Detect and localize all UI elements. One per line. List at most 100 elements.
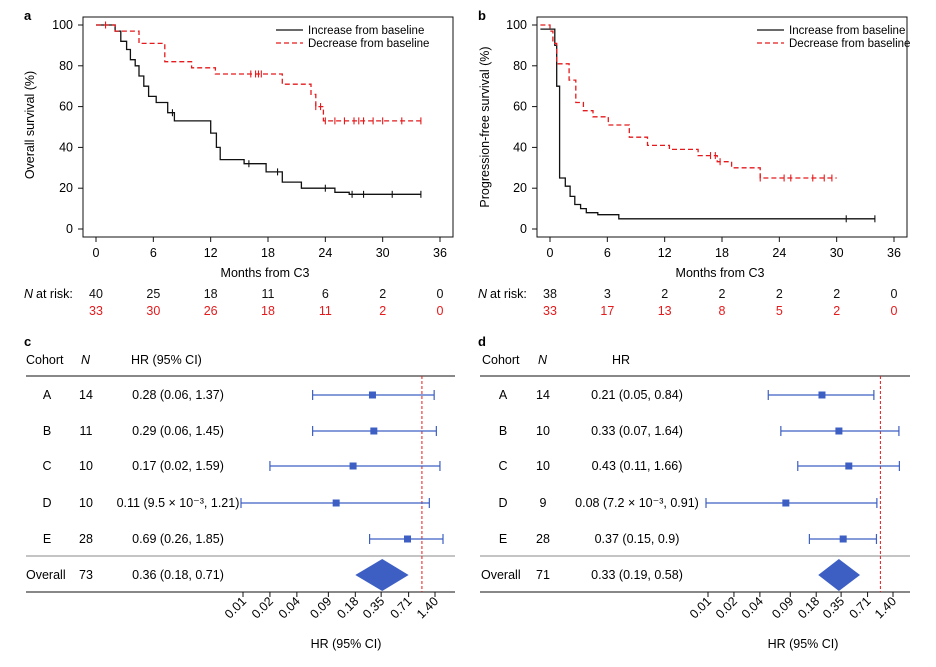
y-tick-label-b-3: 60 [513, 100, 527, 114]
x-tick-label-b-4: 24 [772, 246, 786, 260]
hr-text-d-C: 0.43 (0.11, 1.66) [592, 459, 683, 473]
hr-point-d-A [818, 391, 826, 399]
at-risk-decrease-b-1: 17 [600, 304, 614, 318]
km-curve-decrease-a [96, 24, 421, 122]
y-tick-label-b-0: 0 [520, 222, 527, 236]
x-tick-label-b-2: 12 [658, 246, 672, 260]
hr-point-d-D [782, 499, 790, 507]
x-tick-label-b-3: 18 [715, 246, 729, 260]
legend-label-decrease-b: Decrease from baseline [789, 38, 910, 50]
at-risk-decrease-a-0: 33 [89, 304, 103, 318]
at-risk-decrease-b-5: 2 [833, 304, 840, 318]
panel-letter-d: d [478, 334, 486, 349]
hr-text-c-E: 0.69 (0.26, 1.85) [132, 532, 224, 546]
cohort-label-d-B: B [499, 424, 507, 438]
overall-diamond-d [818, 559, 861, 591]
forest-rows-d: A 14 0.21 (0.05, 0.84) B 10 0.33 (0.07, 1.64)… [481, 376, 900, 621]
hr-text-d-E: 0.37 (0.15, 0.9) [595, 532, 680, 546]
hr-point-d-C [845, 462, 853, 470]
y-axis-label-b: Progression-free survival (%) [478, 46, 492, 207]
hr-text-d-A: 0.21 (0.05, 0.84) [591, 388, 683, 402]
y-tick-label-a-2: 40 [59, 140, 73, 154]
y-tick-label-a-4: 80 [59, 59, 73, 73]
hr-point-c-B [370, 427, 378, 435]
svg-text:Nat risk:: Nat risk: [478, 287, 527, 301]
legend-a: Increase from baseline Decrease from bas… [276, 25, 429, 50]
cohort-label-c-C: C [42, 459, 51, 473]
n-value-d-C: 10 [536, 459, 550, 473]
at-risk-increase-a-0: 40 [89, 287, 103, 301]
header-n-c: N [81, 353, 91, 367]
at-risk-increase-b-1: 3 [604, 287, 611, 301]
panel-letter-c: c [24, 334, 31, 349]
km-curve-decrease-b [540, 24, 837, 179]
y-tick-label-b-2: 40 [513, 140, 527, 154]
legend-label-increase-a: Increase from baseline [308, 25, 424, 37]
at-risk-decrease-a-1: 30 [146, 304, 160, 318]
cohort-label-d-A: A [499, 388, 508, 402]
x-tick-label-a-4: 24 [318, 246, 332, 260]
km-curve-increase-b [540, 28, 875, 220]
at-risk-increase-a-5: 2 [379, 287, 386, 301]
x-tick-label-a-0: 0 [93, 246, 100, 260]
at-risk-decrease-a-2: 26 [204, 304, 218, 318]
at-risk-text-a: at risk: [36, 287, 73, 301]
hr-text-d-D: 0.08 (7.2 × 10⁻³, 0.91) [575, 496, 699, 510]
plot-frame-b [536, 16, 908, 238]
x-axis-label-c: HR (95% CI) [311, 637, 382, 651]
cohort-label-d-D: D [498, 496, 507, 510]
at-risk-increase-b-0: 38 [543, 287, 557, 301]
hr-point-c-A [368, 391, 376, 399]
y-tick-label-a-0: 0 [66, 222, 73, 236]
at-risk-decrease-a-3: 18 [261, 304, 275, 318]
at-risk-increase-b-6: 0 [891, 287, 898, 301]
hr-point-c-E [404, 535, 412, 543]
at-risk-n-b: N [478, 287, 488, 301]
x-tick-label-a-3: 18 [261, 246, 275, 260]
panel-letter-b: b [478, 8, 486, 23]
panel-letter-a: a [24, 8, 32, 23]
x-axis-label-b: Months from C3 [676, 266, 765, 280]
x-tick-label-c-0: 0.01 [222, 594, 249, 621]
hr-point-d-B [835, 427, 843, 435]
header-n-d: N [538, 353, 548, 367]
x-tick-label-c-4: 0.18 [334, 594, 361, 621]
x-tick-label-c-1: 0.02 [249, 594, 276, 621]
curves-b [540, 24, 876, 223]
at-risk-n-a: N [24, 287, 34, 301]
hr-text-c-B: 0.29 (0.06, 1.45) [132, 424, 224, 438]
x-tick-label-a-1: 6 [150, 246, 157, 260]
x-tick-label-d-3: 0.09 [769, 594, 796, 621]
km-curve-increase-a [96, 24, 421, 195]
x-tick-label-b-6: 36 [887, 246, 901, 260]
at-risk-decrease-a-6: 0 [437, 304, 444, 318]
svg-text:Nat risk:: Nat risk: [24, 287, 73, 301]
curves-a [96, 21, 422, 198]
x-tick-label-d-5: 0.35 [820, 594, 847, 621]
at-risk-text-b: at risk: [490, 287, 527, 301]
hr-text-d-B: 0.33 (0.07, 1.64) [591, 424, 683, 438]
at-risk-decrease-b-3: 8 [719, 304, 726, 318]
plot-frame-a [82, 16, 454, 238]
legend-label-decrease-a: Decrease from baseline [308, 38, 429, 50]
x-tick-label-a-2: 12 [204, 246, 218, 260]
x-axis-label-a: Months from C3 [221, 266, 310, 280]
hr-point-c-C [349, 462, 357, 470]
x-tick-label-c-5: 0.35 [360, 594, 387, 621]
x-tick-label-d-7: 1.40 [872, 594, 899, 621]
n-value-d-B: 10 [536, 424, 550, 438]
at-risk-table-a: 40 33 25 30 18 26 11 18 6 11 2 2 0 0 [89, 287, 443, 318]
header-cohort-c: Cohort [26, 353, 64, 367]
x-tick-label-b-0: 0 [547, 246, 554, 260]
hr-text-c-A: 0.28 (0.06, 1.37) [132, 388, 224, 402]
cohort-label-c-overall: Overall [26, 568, 66, 582]
axes-b: 0 6 12 18 24 30 36 0 20 40 60 80 100 [506, 18, 901, 260]
x-tick-label-d-1: 0.02 [713, 594, 740, 621]
x-tick-label-b-1: 6 [604, 246, 611, 260]
y-tick-label-b-5: 100 [506, 18, 527, 32]
x-tick-label-c-3: 0.09 [307, 594, 334, 621]
at-risk-increase-a-4: 6 [322, 287, 329, 301]
